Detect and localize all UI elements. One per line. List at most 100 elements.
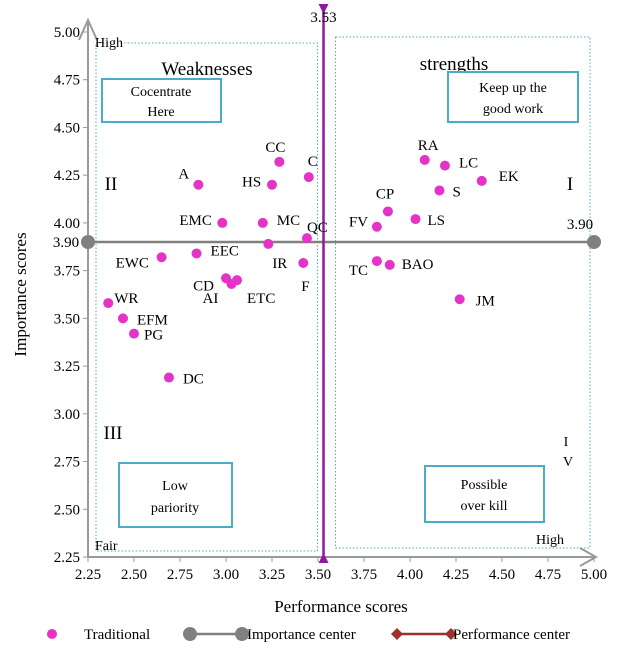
box-low-priority-line2: pariority xyxy=(151,501,199,516)
point-label-bao: BAO xyxy=(402,257,434,273)
frame-right xyxy=(335,36,591,549)
point-cp xyxy=(382,206,393,217)
y-tick-label: 2.25 xyxy=(54,550,80,566)
axes: 2.25 2.50 2.75 3.00 3.25 3.50 3.75 4.00 4.25 4.50… xyxy=(11,17,607,616)
performance-center-marker-bottom xyxy=(318,553,329,563)
point-qc xyxy=(301,233,312,244)
center-lines: 3.90 3.90 3.53 xyxy=(53,4,601,563)
legend-marker-importance-right xyxy=(235,627,249,641)
y-tick-label: 5.00 xyxy=(54,25,80,41)
point-label-a: A xyxy=(178,167,189,183)
x-tick-label: 2.25 xyxy=(75,567,101,583)
point-label-ls: LS xyxy=(428,213,446,229)
point-ek xyxy=(476,175,487,186)
point-label-pg: PG xyxy=(144,328,163,344)
quadrant-roman-4-line2: V xyxy=(563,455,573,470)
box-concentrate-line2: Here xyxy=(147,105,174,120)
x-tick-label: 4.75 xyxy=(535,567,561,583)
x-tick-label: 2.50 xyxy=(121,567,147,583)
importance-center-marker-right xyxy=(587,235,601,249)
importance-center-label-left: 3.90 xyxy=(53,235,79,251)
point-label-etc: ETC xyxy=(247,291,275,307)
point-cc xyxy=(274,156,285,167)
point-tc xyxy=(371,256,382,267)
point-lc xyxy=(439,160,450,171)
legend-marker-traditional xyxy=(47,629,57,639)
point-ewc xyxy=(156,252,167,263)
quadrant-title-weaknesses: Weaknesses xyxy=(161,59,252,80)
point-pg xyxy=(129,328,139,339)
box-overkill-line1: Possible xyxy=(461,478,508,493)
x-tick-label: 3.75 xyxy=(351,567,377,583)
y-tick-label: 3.25 xyxy=(54,359,80,375)
box-overkill-line2: over kill xyxy=(460,499,507,514)
corner-label-high-top: High xyxy=(95,36,123,51)
performance-center-marker-top xyxy=(318,4,329,14)
corner-label-fair: Fair xyxy=(95,539,118,554)
legend-marker-performance-left xyxy=(391,628,403,640)
point-label-cd: CD xyxy=(193,278,214,294)
y-tick-label: 3.00 xyxy=(54,407,80,423)
point-label-cc: CC xyxy=(265,140,285,156)
quadrant-title-strengths: strengths xyxy=(420,54,489,75)
quadrant-roman-4-line1: I xyxy=(564,435,569,450)
y-tick-label: 2.50 xyxy=(54,502,80,518)
y-tick-label: 3.75 xyxy=(54,264,80,280)
x-tick-label: 4.25 xyxy=(443,567,469,583)
point-label-jm: JM xyxy=(476,293,495,309)
x-axis-arrow xyxy=(579,547,599,567)
y-tick-label: 4.25 xyxy=(54,168,80,184)
point-label-ewc: EWC xyxy=(116,255,149,271)
y-tick-label: 4.75 xyxy=(54,73,80,89)
point-s xyxy=(434,185,445,196)
quadrant-roman-1: I xyxy=(567,174,573,195)
y-tick-label: 4.00 xyxy=(54,216,80,232)
point-jm xyxy=(454,294,465,305)
point-ls xyxy=(410,214,421,225)
point-label-emc: EMC xyxy=(179,213,212,229)
point-label-ek: EK xyxy=(499,169,519,185)
point-label-c: C xyxy=(308,154,318,170)
point-ra xyxy=(419,154,430,165)
y-axis-title: Importance scores xyxy=(11,232,30,356)
point-label-efm: EFM xyxy=(137,312,168,328)
point-ai xyxy=(226,279,237,289)
point-label-ir: IR xyxy=(272,256,287,272)
point-label-tc: TC xyxy=(349,263,368,279)
box-concentrate-line1: Cocentrate xyxy=(131,85,192,100)
point-c xyxy=(303,172,314,183)
point-eec xyxy=(191,248,202,259)
point-label-eec: EEC xyxy=(211,243,239,259)
point-dc xyxy=(163,372,174,383)
box-keep-up xyxy=(447,71,579,123)
point-label-dc: DC xyxy=(183,372,204,388)
importance-center-marker-left xyxy=(81,235,95,249)
legend-label-importance: Importance center xyxy=(247,627,356,643)
legend-marker-importance-left xyxy=(183,627,197,641)
x-axis-title: Performance scores xyxy=(274,597,408,616)
point-label-ra: RA xyxy=(418,138,439,154)
point-label-hs: HS xyxy=(242,175,261,191)
quadrant-roman-3: III xyxy=(104,423,123,444)
point-efm xyxy=(117,313,128,324)
x-tick-label: 3.50 xyxy=(305,567,331,583)
legend-marker-performance-right xyxy=(445,628,457,640)
x-tick-label: 4.00 xyxy=(397,567,423,583)
legend: Traditional Importance center Performance … xyxy=(47,627,570,643)
legend-label-performance: Performance center xyxy=(453,627,570,643)
box-keep-up-line1: Keep up the xyxy=(479,81,547,96)
point-label-lc: LC xyxy=(459,156,478,172)
point-bao xyxy=(384,259,395,270)
point-f xyxy=(298,258,309,268)
point-fv xyxy=(371,221,382,232)
point-mc xyxy=(257,217,268,228)
point-a xyxy=(193,179,204,190)
point-emc xyxy=(217,217,228,228)
x-tick-label: 5.00 xyxy=(581,567,607,583)
box-keep-up-line2: good work xyxy=(483,102,543,117)
point-hs xyxy=(267,179,277,190)
box-low-priority xyxy=(118,462,233,528)
y-tick-label: 4.50 xyxy=(54,120,80,136)
